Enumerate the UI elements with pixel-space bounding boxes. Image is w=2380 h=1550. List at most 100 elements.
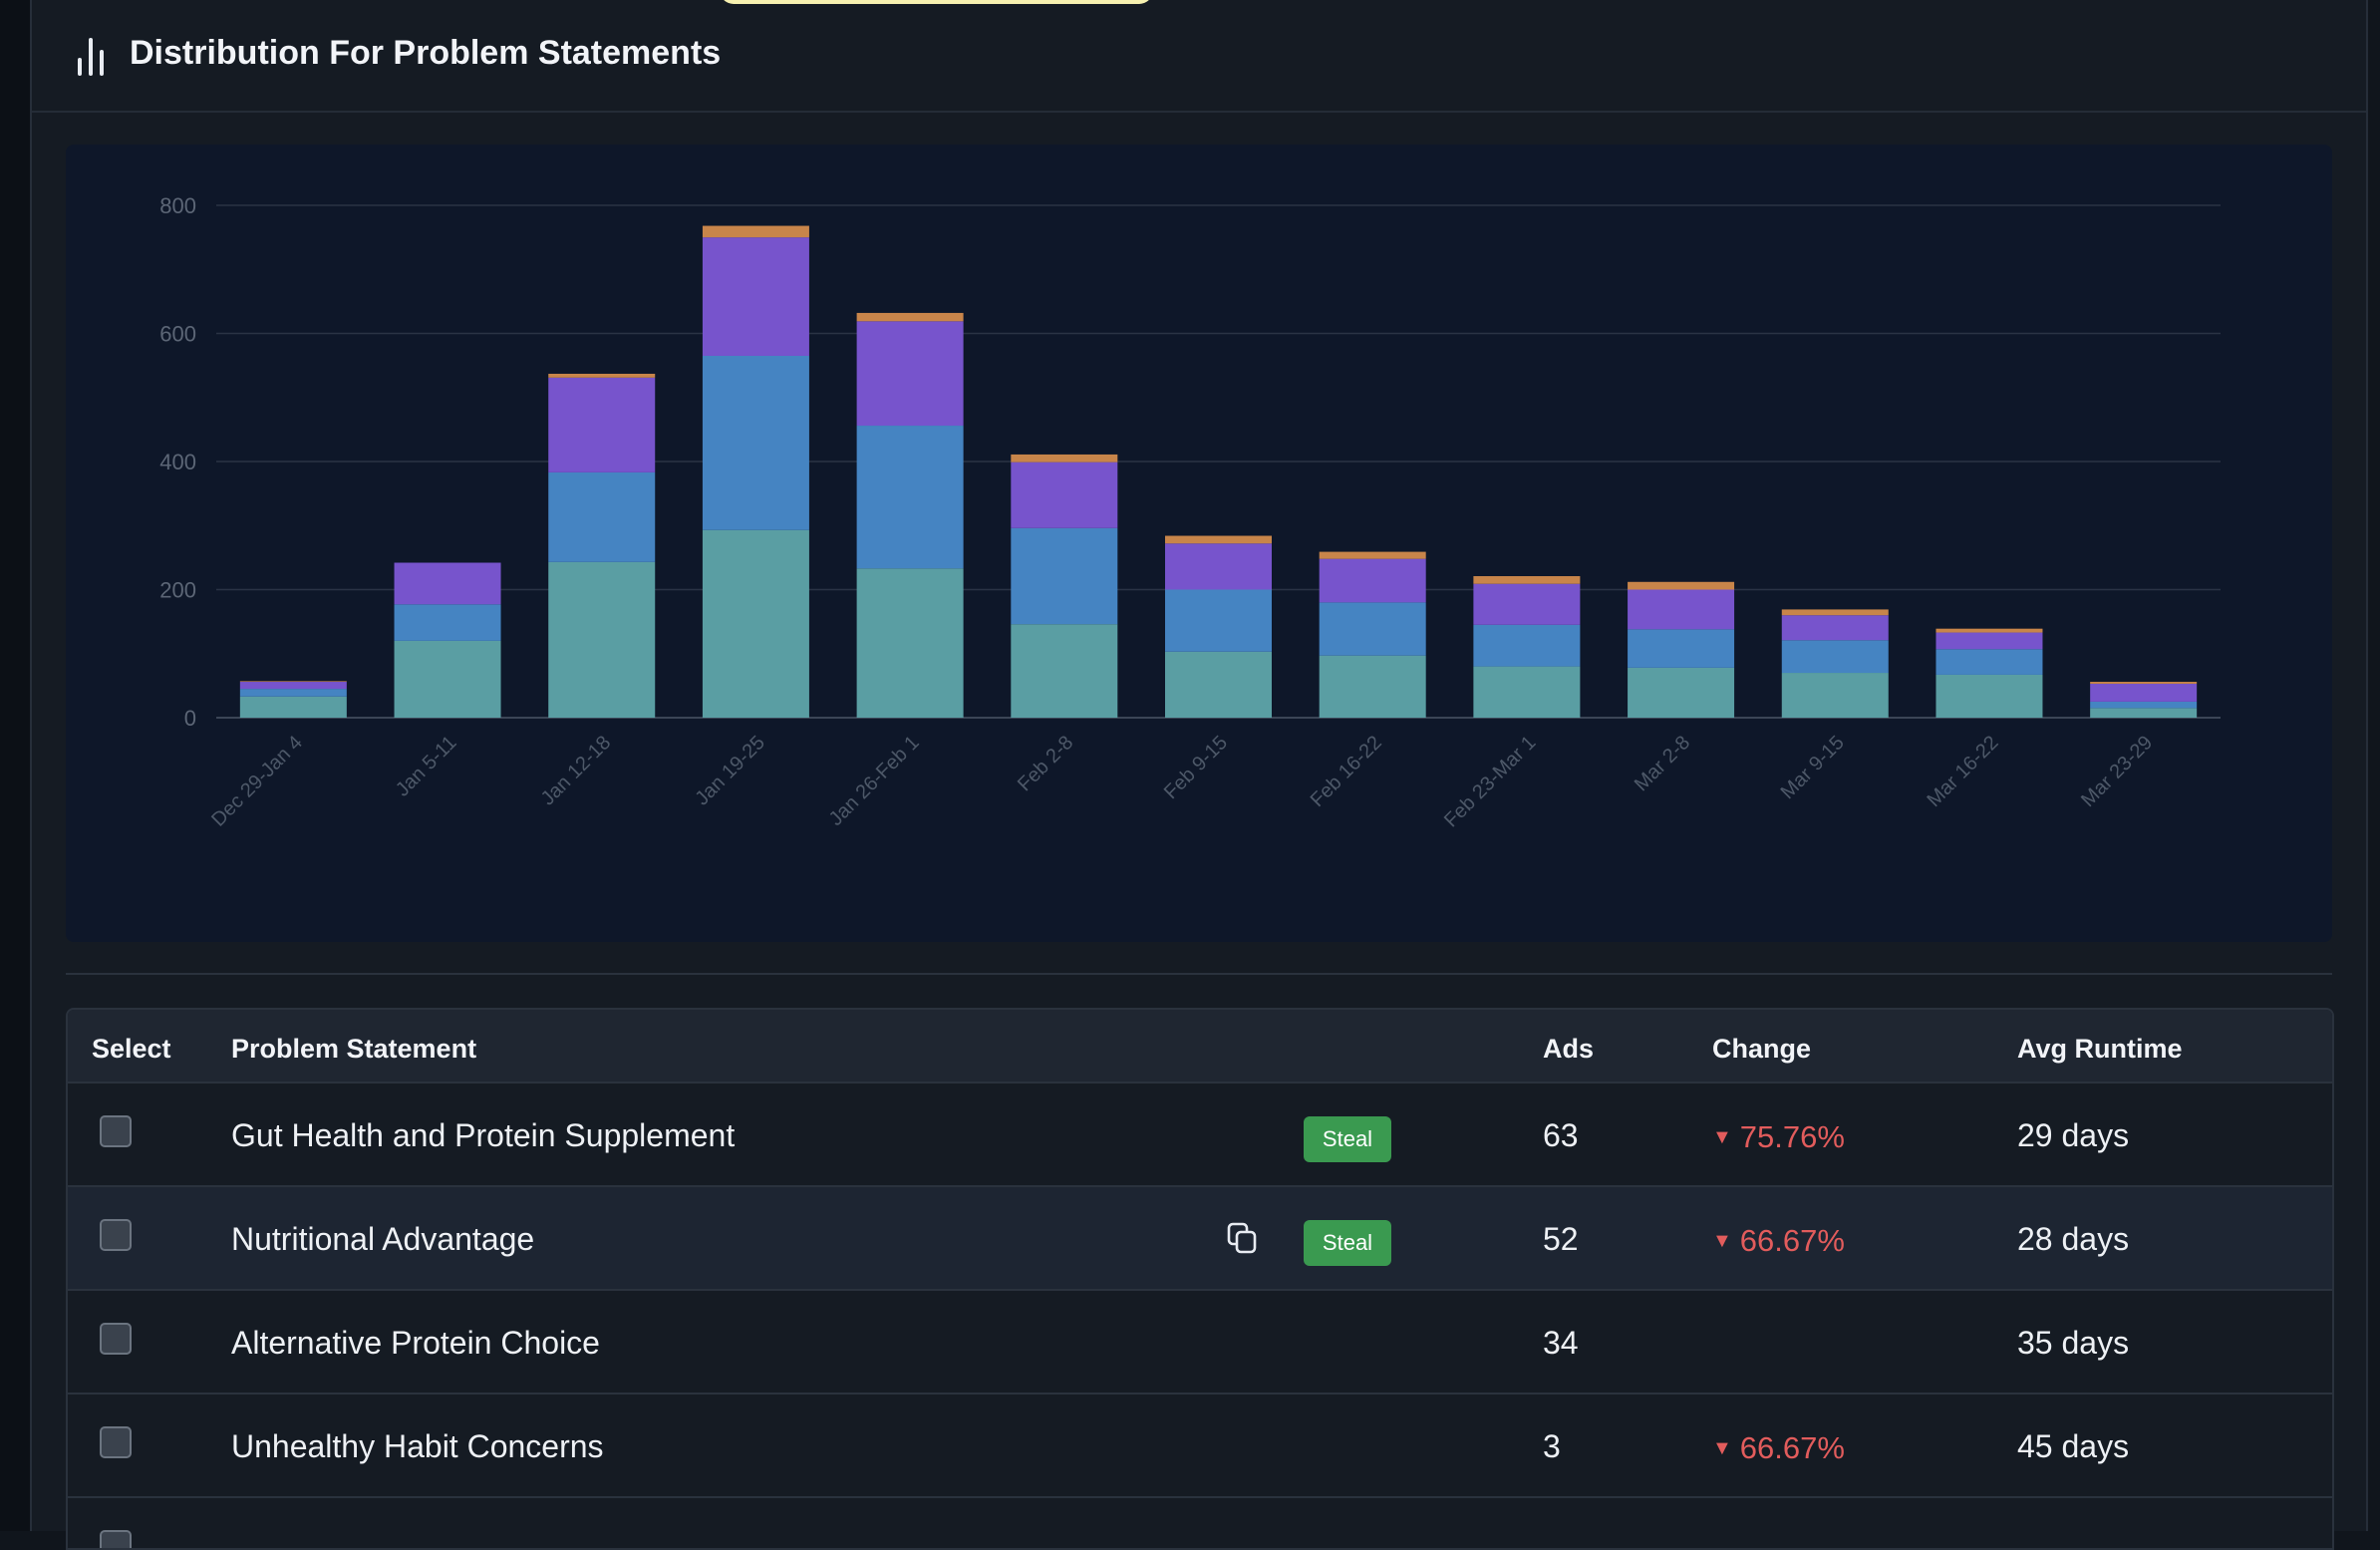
problem-statement-text: Alternative Protein Choice <box>231 1325 600 1361</box>
table-row[interactable]: Nutritional Advantage Steal 52 ▼ 66.67% 2… <box>68 1187 2332 1291</box>
y-tick-label: 600 <box>159 322 196 347</box>
bar-segment <box>1165 543 1272 590</box>
change-percent: 75.76% <box>1739 1119 1845 1154</box>
table-row[interactable] <box>68 1498 2332 1548</box>
bar-segment <box>1011 454 1118 463</box>
row-checkbox[interactable] <box>100 1323 132 1355</box>
bar-segment <box>1473 583 1581 625</box>
x-tick-label: Jan 26-Feb 1 <box>825 732 924 830</box>
panel-header: Distribution For Problem Statements <box>32 0 2366 113</box>
bar-segment <box>856 321 964 427</box>
ads-count: 34 <box>1543 1325 1579 1361</box>
bar-segment <box>2090 683 2198 702</box>
bar-segment <box>1935 649 2043 675</box>
change-value: ▼ 75.76% <box>1712 1119 1845 1155</box>
header-ads[interactable]: Ads <box>1543 1034 1595 1064</box>
bar-segment <box>548 377 656 472</box>
bar-segment <box>548 561 656 718</box>
bar-segment <box>856 312 964 322</box>
change-percent: 66.67% <box>1739 1430 1845 1465</box>
table-row[interactable]: Alternative Protein Choice 34 35 days <box>68 1291 2332 1395</box>
bar-segment <box>1011 624 1118 718</box>
copy-icon[interactable] <box>1226 1221 1260 1255</box>
bar-segment <box>394 562 501 605</box>
change-value: ▼ 66.67% <box>1712 1223 1845 1259</box>
bar-segment <box>702 225 809 238</box>
bar-segment <box>548 373 656 378</box>
bar-segment <box>702 237 809 356</box>
bar-segment <box>856 426 964 569</box>
bar-segment <box>1319 551 1426 559</box>
header-avg-runtime[interactable]: Avg Runtime <box>2017 1034 2183 1064</box>
bar-segment <box>1011 462 1118 528</box>
x-tick-label: Feb 16-22 <box>1307 732 1386 811</box>
y-tick-label: 400 <box>159 450 196 474</box>
bar-segment <box>1319 655 1426 718</box>
table-row[interactable]: Unhealthy Habit Concerns 3 ▼ 66.67% 45 da… <box>68 1395 2332 1498</box>
y-tick-label: 0 <box>184 706 196 731</box>
ads-count: 3 <box>1543 1428 1561 1464</box>
bar-segment <box>702 355 809 530</box>
bar-segment <box>1781 673 1889 718</box>
x-tick-label: Mar 9-15 <box>1777 732 1849 803</box>
bar-segment <box>1628 667 1735 718</box>
change-value: ▼ 66.67% <box>1712 1430 1845 1466</box>
bar-segment <box>239 681 347 683</box>
y-tick-label: 200 <box>159 578 196 603</box>
section-divider <box>66 973 2332 975</box>
bar-segment <box>1935 674 2043 718</box>
bar-segment <box>1781 640 1889 674</box>
table-header: Select Problem Statement Ads Change Avg … <box>68 1010 2332 1084</box>
bar-segment <box>394 640 501 718</box>
bar-segment <box>1165 651 1272 718</box>
steal-badge[interactable]: Steal <box>1304 1116 1391 1162</box>
problem-statements-table: Select Problem Statement Ads Change Avg … <box>66 1008 2334 1550</box>
problem-statement-text: Nutritional Advantage <box>231 1221 535 1257</box>
bar-segment <box>1628 589 1735 630</box>
bar-segment <box>1935 632 2043 650</box>
header-select: Select <box>92 1034 171 1064</box>
bar-segment <box>1781 615 1889 641</box>
bar-segment <box>1011 527 1118 625</box>
row-checkbox[interactable] <box>100 1426 132 1458</box>
problem-statement-text: Unhealthy Habit Concerns <box>231 1428 604 1464</box>
bar-segment <box>1628 581 1735 590</box>
x-tick-label: Feb 23-Mar 1 <box>1440 732 1540 831</box>
bar-chart-icon <box>74 36 110 76</box>
bar-segment <box>1935 628 2043 633</box>
y-tick-label: 800 <box>159 193 196 218</box>
header-change[interactable]: Change <box>1712 1034 1812 1064</box>
page-title: Distribution For Problem Statements <box>130 34 722 72</box>
bar-segment <box>1165 589 1272 652</box>
bar-segment <box>1319 602 1426 656</box>
row-checkbox[interactable] <box>100 1219 132 1251</box>
bar-segment <box>2090 701 2198 709</box>
row-checkbox[interactable] <box>100 1530 132 1548</box>
avg-runtime: 29 days <box>2017 1117 2130 1153</box>
distribution-chart: 0 200 400 600 800 Dec 29-Jan 4 Jan 5-11 Jan 12-… <box>66 145 2332 942</box>
x-tick-label: Jan 12-18 <box>537 732 615 809</box>
bar-segment <box>1165 535 1272 544</box>
bar-segment <box>239 696 347 718</box>
row-checkbox[interactable] <box>100 1115 132 1147</box>
x-tick-label: Mar 16-22 <box>1923 732 2002 811</box>
avg-runtime: 28 days <box>2017 1221 2130 1257</box>
bar-segment <box>856 568 964 718</box>
bar-segment <box>1319 558 1426 603</box>
ads-count: 63 <box>1543 1117 1579 1153</box>
bar-segment <box>239 682 347 690</box>
avg-runtime: 45 days <box>2017 1428 2130 1464</box>
bar-segment <box>1628 629 1735 668</box>
header-problem-statement[interactable]: Problem Statement <box>231 1034 477 1064</box>
down-arrow-icon: ▼ <box>1712 1437 1732 1459</box>
x-tick-label: Mar 2-8 <box>1631 732 1694 795</box>
change-percent: 66.67% <box>1739 1223 1845 1258</box>
down-arrow-icon: ▼ <box>1712 1126 1732 1148</box>
bar-segment <box>2090 682 2198 684</box>
table-row[interactable]: Gut Health and Protein Supplement Steal … <box>68 1084 2332 1187</box>
problem-statements-panel: Distribution For Problem Statements 0 200… <box>30 0 2368 1550</box>
steal-badge[interactable]: Steal <box>1304 1220 1391 1266</box>
left-edge <box>0 0 30 1531</box>
x-tick-label: Jan 5-11 <box>392 732 461 801</box>
top-tab-edge[interactable] <box>720 0 1153 4</box>
